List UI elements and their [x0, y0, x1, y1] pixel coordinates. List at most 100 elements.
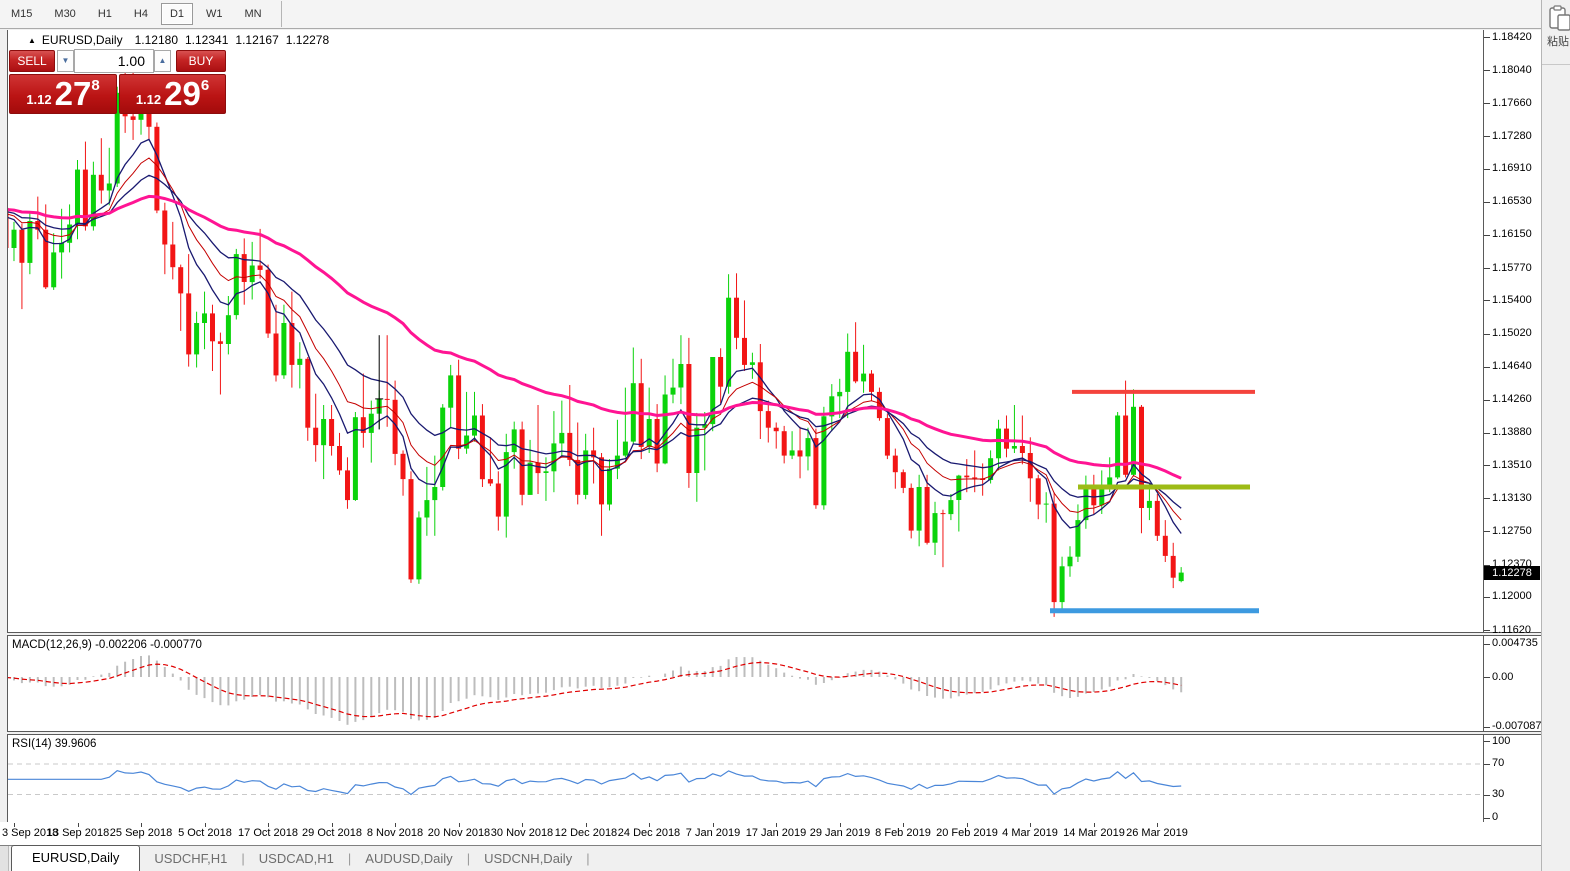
- axis-tick: [1484, 103, 1490, 105]
- time-axis-tick: [840, 823, 841, 827]
- price-axis-label: 1.13510: [1492, 458, 1532, 471]
- macd-indicator-surface[interactable]: [8, 636, 1483, 731]
- main-chart-surface[interactable]: [8, 30, 1483, 632]
- chart-tab-usdcad-h1[interactable]: USDCAD,H1: [258, 851, 334, 866]
- buy-price-base: 1.12: [135, 92, 162, 107]
- time-axis-tick: [78, 823, 79, 827]
- panel-splitter-line[interactable]: [7, 632, 1541, 633]
- price-axis-label: 1.17660: [1492, 96, 1532, 109]
- time-axis-label: 4 Mar 2019: [1002, 827, 1058, 839]
- chart-window-background: [8, 30, 1541, 845]
- chart-tab-usdchf-h1[interactable]: USDCHF,H1: [154, 851, 228, 866]
- moving-averages-layer: [8, 138, 1182, 534]
- time-axis-label: 24 Dec 2018: [617, 827, 681, 839]
- time-axis-label: 7 Jan 2019: [685, 827, 741, 839]
- ma-slow: [8, 174, 1182, 509]
- price-axis[interactable]: 1.18420 1.18040 1.17660 1.17280 1.16910 1.165…: [1484, 30, 1542, 845]
- time-axis-tick: [1030, 823, 1031, 827]
- buy-price-big: 29: [164, 75, 201, 112]
- time-axis-tick: [649, 823, 650, 827]
- time-axis-tick: [522, 823, 523, 827]
- buy-price-button[interactable]: 1.12 29 6: [119, 74, 226, 114]
- axis-tick: [1484, 136, 1490, 138]
- panel-splitter[interactable]: [7, 732, 1541, 734]
- volume-decrease-button[interactable]: ▼: [57, 50, 74, 72]
- paste-button[interactable]: 粘贴: [1547, 5, 1570, 49]
- time-axis-label: 8 Nov 2018: [366, 827, 424, 839]
- axis-tick: [1484, 643, 1490, 645]
- current-price-tag: 1.12278: [1484, 566, 1540, 580]
- rsi-indicator-surface[interactable]: [8, 734, 1483, 822]
- tab-separator: |: [347, 851, 352, 866]
- time-axis-label: 14 Mar 2019: [1063, 827, 1125, 839]
- price-axis-label: 1.12750: [1492, 524, 1532, 537]
- chart-left-gutter: [0, 30, 8, 845]
- timeframe-button-m30[interactable]: M30: [54, 8, 76, 20]
- chart-symbol-label: EURUSD,Daily: [41, 33, 123, 47]
- time-axis-label: 29 Oct 2018: [302, 827, 362, 839]
- chart-tab-usdcnh-daily[interactable]: USDCNH,Daily: [484, 851, 573, 866]
- time-axis-tick: [332, 823, 333, 827]
- axis-tick: [1484, 794, 1490, 796]
- time-axis-label: 17 Oct 2018: [238, 827, 298, 839]
- panel-splitter-line[interactable]: [7, 731, 1541, 732]
- time-axis-tick: [141, 823, 142, 827]
- sell-price-base: 1.12: [26, 92, 52, 107]
- macd-title: MACD(12,26,9): [12, 639, 92, 651]
- price-axis-label: 1.16530: [1492, 195, 1532, 208]
- price-axis-label: 1.15770: [1492, 261, 1532, 274]
- time-axis-tick: [776, 823, 777, 827]
- panel-splitter[interactable]: [7, 633, 1541, 635]
- buy-button[interactable]: BUY: [176, 50, 226, 72]
- price-axis-label: 1.13880: [1492, 426, 1532, 439]
- time-axis-label: 8 Feb 2019: [875, 827, 931, 839]
- volume-increase-button[interactable]: ▲: [154, 50, 171, 72]
- panel-splitter-line[interactable]: [7, 635, 1541, 636]
- vertical-line-annotation[interactable]: [375, 335, 384, 430]
- close-value: 1.12278: [285, 33, 330, 47]
- timeframe-button-d1[interactable]: D1: [160, 3, 193, 25]
- chart-tab-bar: EURUSD,Daily USDCHF,H1 | USDCAD,H1 | AUDUSD,D…: [0, 845, 1541, 871]
- one-click-trading-panel: SELL ▼ ▲ BUY 1.12 27 8 1.12 29 6: [8, 46, 227, 114]
- tab-separator: |: [586, 851, 590, 866]
- high-value: 1.12341: [185, 33, 229, 47]
- collapse-icon[interactable]: ▲: [28, 36, 36, 45]
- timeframe-button-w1[interactable]: W1: [206, 8, 223, 20]
- price-axis-label: 1.17280: [1492, 129, 1532, 142]
- tab-separator: |: [466, 851, 471, 866]
- price-axis-label: 1.16150: [1492, 228, 1532, 241]
- time-axis-label: 20 Feb 2019: [936, 827, 998, 839]
- chart-tab-eurusd-daily[interactable]: EURUSD,Daily: [11, 845, 141, 871]
- time-axis-tick: [268, 823, 269, 827]
- timeframe-button-h1[interactable]: H1: [97, 8, 112, 20]
- time-axis[interactable]: 3 Sep 2018 13 Sep 2018 25 Sep 2018 5 Oct 20…: [0, 822, 1541, 845]
- chart-tab-audusd-daily[interactable]: AUDUSD,Daily: [365, 851, 453, 866]
- time-axis-tick: [14, 823, 15, 827]
- timeframe-button-m15[interactable]: M15: [11, 8, 33, 20]
- axis-tick: [1484, 596, 1490, 598]
- rsi-line: [8, 770, 1182, 796]
- axis-tick: [1484, 432, 1490, 434]
- time-axis-tick: [967, 823, 968, 827]
- sell-button[interactable]: SELL: [9, 50, 55, 72]
- axis-tick: [1484, 741, 1490, 742]
- sell-price-button[interactable]: 1.12 27 8: [9, 74, 117, 114]
- candles-layer: [8, 60, 1184, 617]
- axis-tick: [1484, 333, 1490, 335]
- macd-axis-label: -0.007087: [1492, 720, 1542, 733]
- toolbar-separator: [280, 1, 282, 27]
- time-axis-label: 17 Jan 2019: [745, 827, 807, 839]
- time-axis-tick: [586, 823, 587, 827]
- time-axis-label: 3 Sep 2018: [2, 827, 59, 839]
- timeframe-button-mn[interactable]: MN: [244, 8, 262, 20]
- tab-separator: |: [241, 851, 245, 866]
- low-value: 1.12167: [235, 33, 279, 47]
- volume-input[interactable]: [74, 49, 154, 73]
- price-axis-label: 1.15400: [1492, 293, 1532, 306]
- axis-tick: [1484, 630, 1490, 631]
- axis-tick: [1484, 564, 1490, 566]
- panel-splitter-line[interactable]: [7, 734, 1541, 735]
- timeframe-button-h4[interactable]: H4: [133, 8, 148, 20]
- sell-price-pip: 8: [91, 77, 100, 94]
- axis-tick: [1484, 300, 1490, 302]
